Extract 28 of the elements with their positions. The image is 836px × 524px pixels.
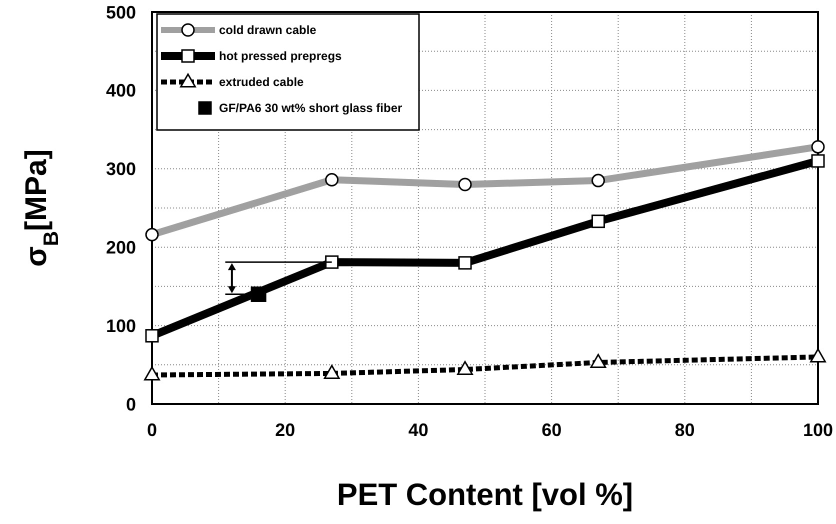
point xyxy=(811,154,825,168)
point xyxy=(457,360,473,376)
point xyxy=(458,256,472,270)
legend-label: extruded cable xyxy=(219,75,304,90)
point xyxy=(250,286,266,302)
y-tick-label: 100 xyxy=(106,316,136,336)
legend-label: GF/PA6 30 wt% short glass fiber xyxy=(219,101,402,116)
x-tick-label: 20 xyxy=(275,420,296,440)
point xyxy=(591,214,605,228)
legend-label: cold drawn cable xyxy=(219,23,317,38)
point xyxy=(810,348,826,363)
point xyxy=(144,366,160,381)
point xyxy=(325,255,339,269)
y-tick-label: 500 xyxy=(106,2,136,22)
legend-label: hot pressed prepregs xyxy=(219,49,342,64)
x-axis-title: PET Content [vol %] xyxy=(336,477,634,512)
point xyxy=(590,354,606,368)
y-tick-label: 200 xyxy=(106,238,136,258)
x-tick-label: 100 xyxy=(802,420,834,440)
y-tick-label: 0 xyxy=(126,394,136,414)
point xyxy=(145,329,159,343)
x-tick-label: 0 xyxy=(146,420,158,440)
y-tick-label: 300 xyxy=(106,159,136,180)
x-tick-label: 80 xyxy=(674,420,695,440)
x-tick-label: 40 xyxy=(408,420,428,440)
point xyxy=(324,364,340,379)
x-tick-label: 60 xyxy=(542,420,562,440)
y-tick-label: 400 xyxy=(106,80,136,101)
